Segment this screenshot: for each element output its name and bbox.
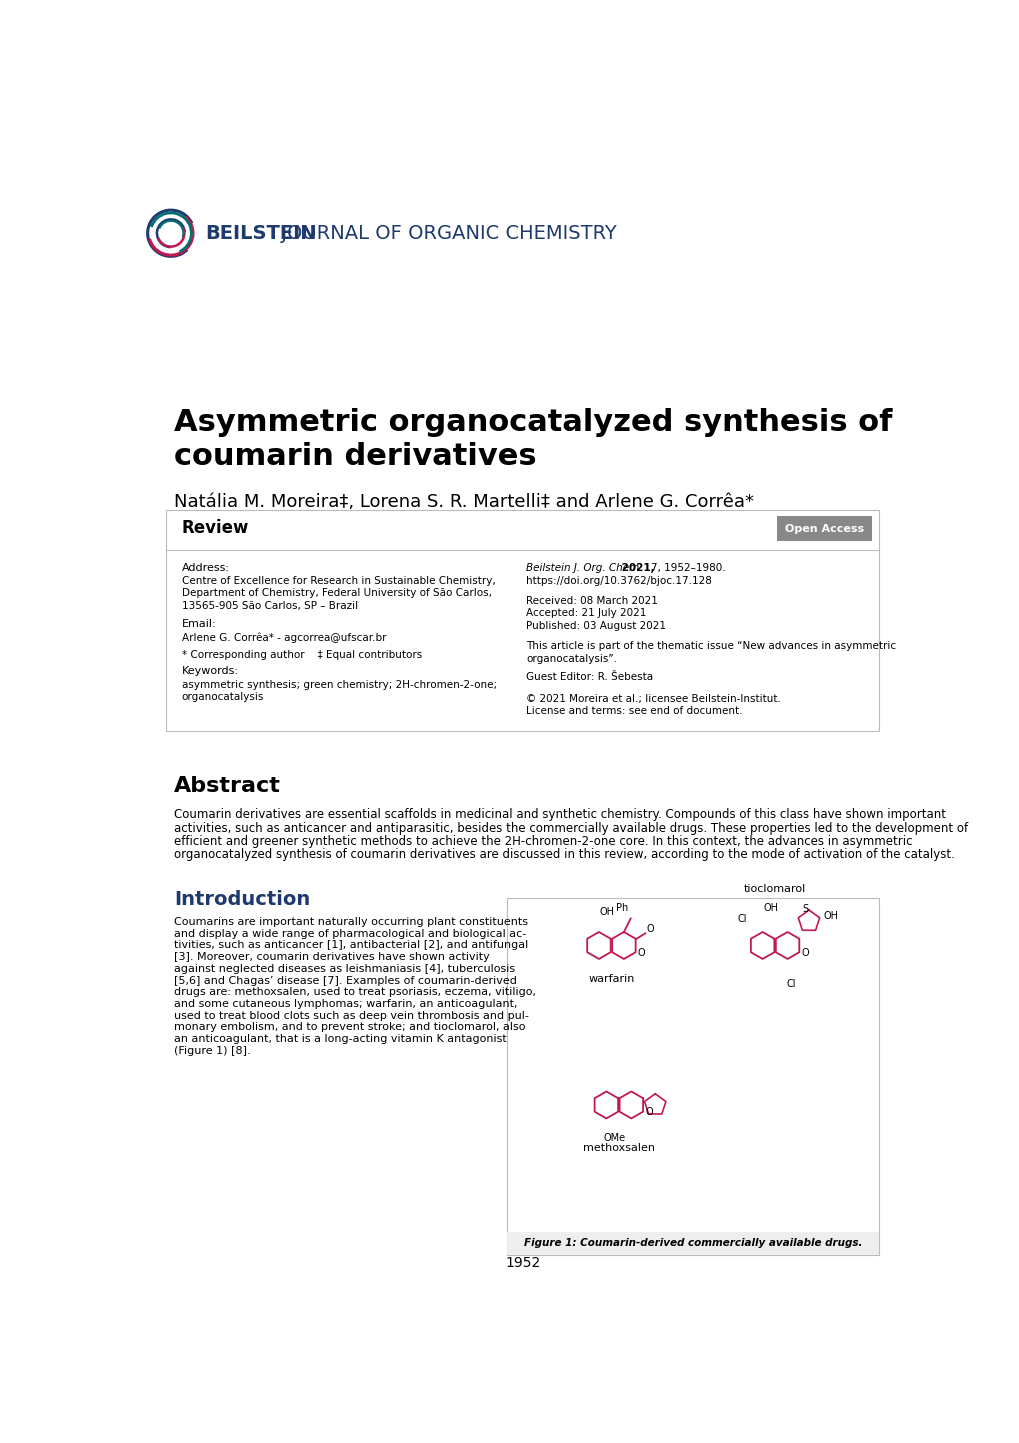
- Bar: [776, 515, 870, 541]
- Text: Arlene G. Corrêa* - agcorrea@ufscar.br: Arlene G. Corrêa* - agcorrea@ufscar.br: [181, 632, 386, 644]
- Text: coumarin derivatives: coumarin derivatives: [174, 442, 536, 470]
- Text: S: S: [802, 903, 808, 913]
- Text: O: O: [645, 1107, 652, 1117]
- Text: JOURNAL OF ORGANIC CHEMISTRY: JOURNAL OF ORGANIC CHEMISTRY: [274, 224, 615, 242]
- Bar: [506, 898, 878, 1255]
- Text: Received: 08 March 2021: Received: 08 March 2021: [526, 596, 657, 606]
- Text: OH: OH: [822, 911, 838, 921]
- Text: Ph: Ph: [615, 903, 628, 913]
- Text: License and terms: see end of document.: License and terms: see end of document.: [526, 706, 742, 716]
- Text: Review: Review: [181, 519, 249, 537]
- Text: Introduction: Introduction: [174, 890, 310, 909]
- Text: tivities, such as anticancer [1], antibacterial [2], and antifungal: tivities, such as anticancer [1], antiba…: [174, 941, 528, 951]
- Text: monary embolism, and to prevent stroke; and tioclomarol, also: monary embolism, and to prevent stroke; …: [174, 1022, 525, 1032]
- Text: efficient and greener synthetic methods to achieve the 2H-chromen-2-one core. In: efficient and greener synthetic methods …: [174, 834, 912, 847]
- Text: organocatalysis”.: organocatalysis”.: [526, 654, 616, 664]
- FancyBboxPatch shape: [166, 509, 878, 732]
- Text: [3]. Moreover, coumarin derivatives have shown activity: [3]. Moreover, coumarin derivatives have…: [174, 952, 489, 962]
- Text: O: O: [646, 925, 653, 934]
- Text: Coumarins are important naturally occurring plant constituents: Coumarins are important naturally occurr…: [174, 916, 528, 926]
- Text: 2021,: 2021,: [618, 563, 654, 573]
- Text: [5,6] and Chagas’ disease [7]. Examples of coumarin-derived: [5,6] and Chagas’ disease [7]. Examples …: [174, 975, 517, 986]
- Text: Open Access: Open Access: [784, 524, 863, 534]
- Text: Email:: Email:: [181, 619, 216, 629]
- Text: 17, 1952–1980.: 17, 1952–1980.: [640, 563, 725, 573]
- Text: Figure 1: Coumarin-derived commercially available drugs.: Figure 1: Coumarin-derived commercially …: [524, 1238, 862, 1248]
- Text: Beilstein J. Org. Chem.: Beilstein J. Org. Chem.: [526, 563, 642, 573]
- Text: Accepted: 21 July 2021: Accepted: 21 July 2021: [526, 608, 646, 618]
- Text: Cl: Cl: [737, 913, 746, 924]
- Text: Abstract: Abstract: [174, 776, 280, 797]
- Text: Guest Editor: R. Šebesta: Guest Editor: R. Šebesta: [526, 672, 653, 683]
- Text: methoxsalen: methoxsalen: [582, 1143, 654, 1153]
- Text: asymmetric synthesis; green chemistry; 2H-chromen-2-one;: asymmetric synthesis; green chemistry; 2…: [181, 680, 496, 690]
- Text: warfarin: warfarin: [588, 974, 634, 984]
- Text: Cl: Cl: [786, 980, 796, 988]
- Text: OMe: OMe: [603, 1133, 626, 1143]
- Text: OH: OH: [763, 903, 777, 913]
- Bar: [506, 1232, 878, 1255]
- Text: Asymmetric organocatalyzed synthesis of: Asymmetric organocatalyzed synthesis of: [174, 408, 892, 437]
- Text: organocatalysis: organocatalysis: [181, 691, 264, 701]
- Text: against neglected diseases as leishmaniasis [4], tuberculosis: against neglected diseases as leishmania…: [174, 964, 515, 974]
- Text: Department of Chemistry, Federal University of São Carlos,: Department of Chemistry, Federal Univers…: [181, 589, 491, 599]
- Text: Natália M. Moreira‡, Lorena S. R. Martelli‡ and Arlene G. Corrêa*: Natália M. Moreira‡, Lorena S. R. Martel…: [174, 492, 753, 511]
- Text: BEILSTEIN: BEILSTEIN: [205, 224, 316, 242]
- Text: OH: OH: [599, 908, 614, 918]
- Text: Published: 03 August 2021: Published: 03 August 2021: [526, 620, 665, 631]
- Text: 13565-905 São Carlos, SP – Brazil: 13565-905 São Carlos, SP – Brazil: [181, 600, 358, 610]
- Text: activities, such as anticancer and antiparasitic, besides the commercially avail: activities, such as anticancer and antip…: [174, 821, 967, 834]
- Text: 1952: 1952: [504, 1257, 540, 1270]
- Text: This article is part of the thematic issue “New advances in asymmetric: This article is part of the thematic iss…: [526, 642, 896, 651]
- Text: https://doi.org/10.3762/bjoc.17.128: https://doi.org/10.3762/bjoc.17.128: [526, 576, 711, 586]
- Text: (Figure 1) [8].: (Figure 1) [8].: [174, 1046, 251, 1056]
- Text: tioclomarol: tioclomarol: [743, 885, 805, 895]
- Text: © 2021 Moreira et al.; licensee Beilstein-Institut.: © 2021 Moreira et al.; licensee Beilstei…: [526, 694, 781, 704]
- Text: drugs are: methoxsalen, used to treat psoriasis, eczema, vitiligo,: drugs are: methoxsalen, used to treat ps…: [174, 987, 535, 997]
- Text: Centre of Excellence for Research in Sustainable Chemistry,: Centre of Excellence for Research in Sus…: [181, 576, 495, 586]
- Text: * Corresponding author    ‡ Equal contributors: * Corresponding author ‡ Equal contribut…: [181, 651, 422, 659]
- Text: O: O: [637, 948, 645, 958]
- Text: Coumarin derivatives are essential scaffolds in medicinal and synthetic chemistr: Coumarin derivatives are essential scaff…: [174, 808, 945, 821]
- Text: Address:: Address:: [181, 563, 229, 573]
- Text: and some cutaneous lymphomas; warfarin, an anticoagulant,: and some cutaneous lymphomas; warfarin, …: [174, 999, 517, 1009]
- Text: O: O: [801, 948, 808, 958]
- Text: organocatalyzed synthesis of coumarin derivatives are discussed in this review, : organocatalyzed synthesis of coumarin de…: [174, 847, 954, 860]
- Text: and display a wide range of pharmacological and biological ac-: and display a wide range of pharmacologi…: [174, 929, 526, 939]
- Text: used to treat blood clots such as deep vein thrombosis and pul-: used to treat blood clots such as deep v…: [174, 1010, 529, 1020]
- Text: Keywords:: Keywords:: [181, 667, 238, 677]
- Text: an anticoagulant, that is a long-acting vitamin K antagonist: an anticoagulant, that is a long-acting …: [174, 1035, 506, 1045]
